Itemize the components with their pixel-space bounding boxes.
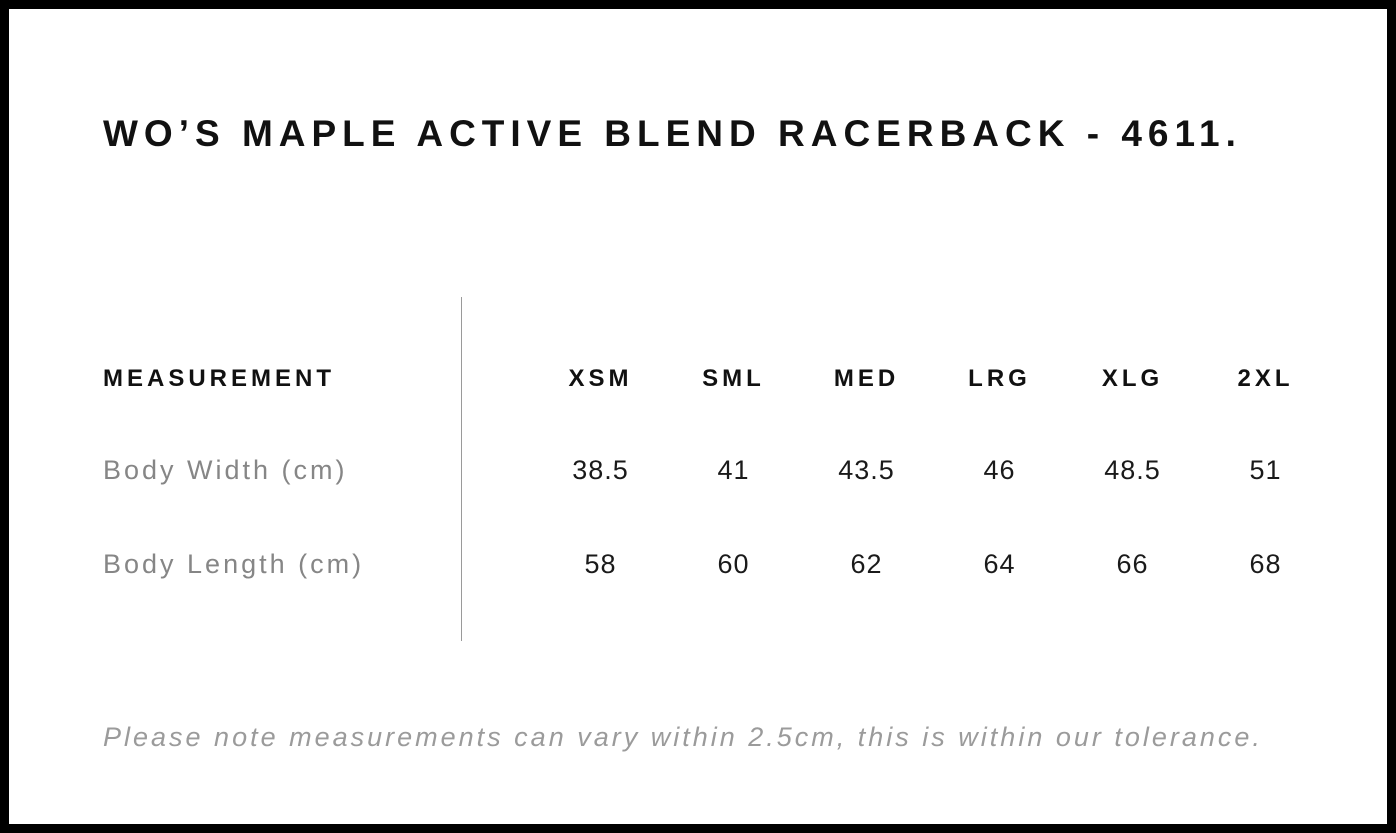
page-title: WO’S MAPLE ACTIVE BLEND RACERBACK - 4611… (103, 113, 1242, 154)
size-table: MEASUREMENT XSM SML MED LRG XLG 2XL Body… (103, 297, 1332, 641)
body-width-med-value: 43.5 (838, 454, 895, 485)
body-length-2xl-value: 68 (1249, 548, 1282, 579)
row-label-body-length: Body Length (cm) (103, 548, 365, 579)
table-header-row: MEASUREMENT XSM SML MED LRG XLG 2XL (103, 357, 1332, 401)
column-header-measurement: MEASUREMENT (103, 365, 336, 392)
column-header-lrg: LRG (968, 365, 1031, 392)
column-header-sml: SML (702, 365, 765, 392)
table-row-body-length: Body Length (cm) 58 60 62 64 66 68 (103, 542, 1332, 586)
column-header-2xl: 2XL (1237, 365, 1294, 392)
row-label-body-width: Body Width (cm) (103, 454, 348, 485)
body-width-xsm-value: 38.5 (572, 454, 629, 485)
column-header-xsm: XSM (568, 365, 633, 392)
body-width-2xl-value: 51 (1249, 454, 1282, 485)
body-width-sml-value: 41 (717, 454, 750, 485)
tolerance-note: Please note measurements can vary within… (103, 722, 1263, 752)
body-length-lrg-value: 64 (983, 548, 1016, 579)
body-length-xsm-value: 58 (584, 548, 617, 579)
column-header-xlg: XLG (1101, 365, 1164, 392)
body-width-xlg-value: 48.5 (1104, 454, 1161, 485)
body-length-med-value: 62 (850, 548, 883, 579)
body-length-sml-value: 60 (717, 548, 750, 579)
body-width-lrg-value: 46 (983, 454, 1016, 485)
table-row-body-width: Body Width (cm) 38.5 41 43.5 46 48.5 51 (103, 448, 1332, 492)
column-header-med: MED (833, 365, 900, 392)
table-divider-line (461, 297, 462, 641)
body-length-xlg-value: 66 (1116, 548, 1149, 579)
